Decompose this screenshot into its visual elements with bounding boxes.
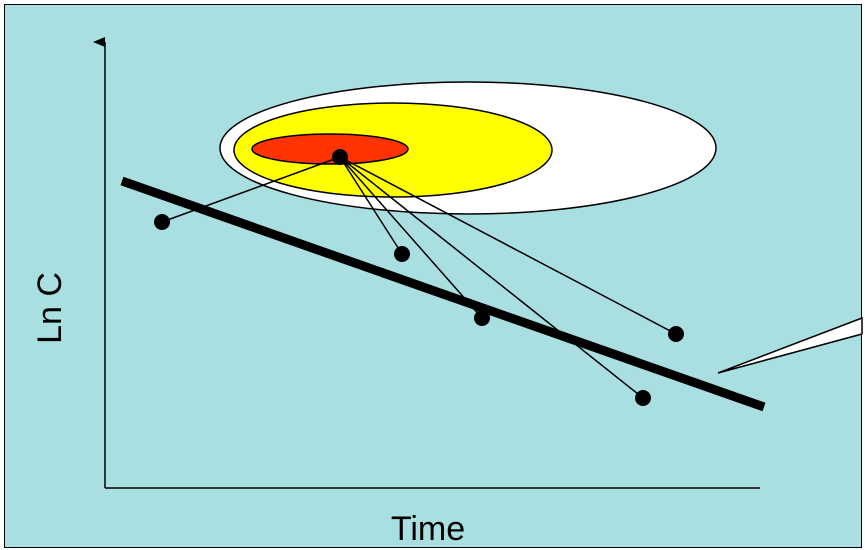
x-axis-title: Time [391, 510, 465, 548]
data-point [332, 149, 348, 165]
y-axis-title: Ln C [31, 272, 69, 344]
connector-line [339, 156, 644, 399]
data-point [474, 310, 490, 326]
connector-line [339, 156, 403, 255]
inner-ellipse [251, 133, 409, 165]
data-point [394, 246, 410, 262]
data-point [154, 214, 170, 230]
callout-pointer [717, 316, 863, 374]
connector-line [161, 156, 341, 223]
data-point [635, 390, 651, 406]
data-point [668, 326, 684, 342]
connector-lines [161, 156, 677, 399]
regression-line [120, 176, 766, 412]
data-points [154, 149, 684, 406]
connector-line [339, 156, 483, 319]
connector-line [339, 156, 677, 335]
